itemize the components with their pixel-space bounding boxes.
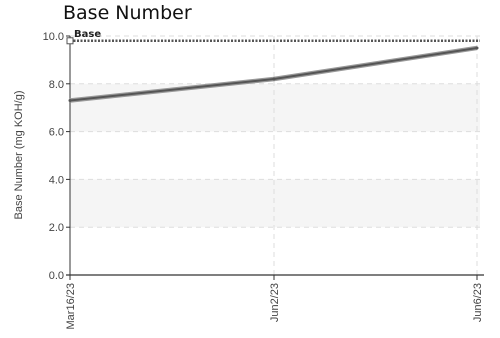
y-tick-label-3: 6.0: [49, 127, 64, 139]
axes: [66, 35, 484, 280]
y-tick-label-5: 10.0: [43, 31, 64, 43]
y-tick-label-1: 2.0: [49, 222, 64, 234]
x-tick-labels: Mar16/23 Jun2/23 Jun6/23: [65, 283, 484, 329]
y-tick-labels: 0.0 2.0 4.0 6.0 8.0 10.0: [43, 31, 64, 282]
series-point-0-1: [272, 77, 276, 81]
reference-marker-0: [66, 37, 74, 45]
y-tick-label-4: 8.0: [49, 79, 64, 91]
x-tick-label-1: Jun2/23: [269, 283, 281, 322]
grid: [69, 35, 480, 276]
background-bands: [70, 83, 480, 228]
series: [68, 45, 479, 103]
series-point-0-0: [68, 99, 72, 103]
chart-title: Base Number: [63, 2, 192, 24]
band-1: [70, 83, 480, 132]
reference-label-0: Base: [74, 29, 101, 40]
y-axis-label: Base Number (mg KOH/g): [13, 91, 25, 220]
band-0: [70, 179, 480, 228]
series-point-0-2: [475, 46, 479, 50]
y-tick-label-0: 0.0: [49, 270, 64, 282]
y-tick-label-2: 4.0: [49, 174, 64, 186]
reference-lines: Base: [66, 29, 480, 45]
x-tick-label-0: Mar16/23: [65, 283, 77, 329]
x-tick-label-2: Jun6/23: [472, 283, 484, 322]
